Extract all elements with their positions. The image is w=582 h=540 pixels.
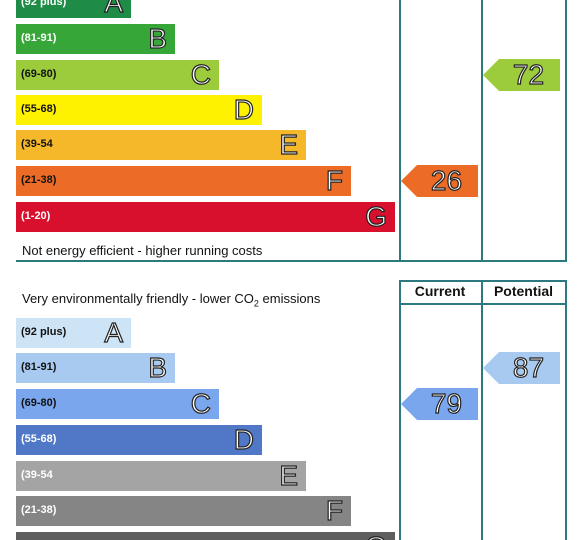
column-header-potential: Potential xyxy=(493,283,554,299)
column-header-current: Current xyxy=(414,283,466,299)
env-band-e: (39-54 E xyxy=(16,460,306,491)
env-band-letter: C xyxy=(190,388,211,419)
energy-band-d: (55-68) D xyxy=(16,94,262,125)
divider-right-top xyxy=(565,0,567,261)
energy-band-letter: E xyxy=(279,129,299,160)
divider-right-env xyxy=(565,280,567,540)
env-potential-value: 87 xyxy=(512,351,545,383)
energy-band-b: (81-91) B xyxy=(16,23,175,54)
energy-potential-arrow: 72 xyxy=(483,58,560,91)
env-top-caption-tail: emissions xyxy=(258,291,321,306)
energy-band-c: (69-80) C xyxy=(16,59,219,90)
env-top-caption: Very environmentally friendly - lower CO… xyxy=(22,291,320,309)
arrow-shape xyxy=(401,165,478,197)
env-band-c: (69-80) C xyxy=(16,388,219,419)
divider-potential-left-env xyxy=(481,280,483,540)
env-current-arrow: 79 xyxy=(401,387,478,420)
env-band-letter: F xyxy=(325,495,343,526)
energy-band-letter: C xyxy=(190,59,211,90)
energy-band-range-label: (21-38) xyxy=(21,174,57,186)
arrow-polygon xyxy=(401,388,478,420)
divider-current-left-env xyxy=(399,280,401,540)
energy-band-e: (39-54 E xyxy=(16,129,306,160)
energy-band-range-label: (39-54 xyxy=(21,138,53,150)
arrow-shape xyxy=(483,352,560,384)
env-band-range-label: (39-54 xyxy=(21,469,53,481)
energy-band-a: (92 plus) A xyxy=(16,0,131,18)
env-band-range-label: (21-38) xyxy=(21,504,57,516)
energy-band-letter: G xyxy=(365,201,388,232)
arrow-polygon xyxy=(401,165,478,197)
env-current-value: 79 xyxy=(430,387,463,419)
energy-band-range-label: (69-80) xyxy=(21,68,57,80)
energy-potential-value: 72 xyxy=(512,58,545,90)
co2-subscript: 2 xyxy=(253,298,259,309)
env-band-letter: A xyxy=(104,317,124,348)
energy-band-range-label: (55-68) xyxy=(21,103,57,115)
env-band-range-label: (92 plus) xyxy=(21,326,67,338)
divider-top-env-chart xyxy=(399,280,567,282)
env-band-letter: G xyxy=(365,531,388,540)
env-band-letter: E xyxy=(279,460,299,491)
env-band-range-label: (81-91) xyxy=(21,361,57,373)
energy-band-range-label: (1-20) xyxy=(21,210,51,222)
env-band-g: G xyxy=(16,531,395,540)
energy-band-letter: D xyxy=(233,94,254,125)
energy-bottom-caption: Not energy efficient - higher running co… xyxy=(22,243,263,258)
energy-band-f: (21-38) F xyxy=(16,165,351,196)
env-band-letter: B xyxy=(148,352,168,383)
arrow-polygon xyxy=(483,59,560,91)
energy-band-g: (1-20) G xyxy=(16,201,395,232)
divider-header-env-chart xyxy=(399,303,567,305)
energy-band-letter: A xyxy=(104,0,124,18)
divider-current-left-top xyxy=(399,0,401,261)
energy-band-letter: B xyxy=(148,23,168,54)
arrow-shape xyxy=(483,59,560,91)
divider-bottom-top-chart xyxy=(16,260,567,262)
env-band-a: (92 plus) A xyxy=(16,317,131,348)
env-band-f: (21-38) F xyxy=(16,495,351,526)
env-band-letter: D xyxy=(233,424,254,455)
energy-current-value: 26 xyxy=(430,164,463,196)
energy-band-range-label: (92 plus) xyxy=(21,0,67,8)
energy-band-letter: F xyxy=(325,165,343,196)
env-band-range-label: (69-80) xyxy=(21,397,57,409)
energy-current-arrow: 26 xyxy=(401,164,478,197)
env-band-range-label: (55-68) xyxy=(21,433,57,445)
energy-band-range-label: (81-91) xyxy=(21,32,57,44)
env-top-caption-text: Very environmentally friendly - lower CO xyxy=(22,291,254,306)
env-potential-arrow: 87 xyxy=(483,351,560,384)
env-band-b: (81-91) B xyxy=(16,352,175,383)
env-band-d: (55-68) D xyxy=(16,424,262,455)
arrow-polygon xyxy=(483,352,560,384)
arrow-shape xyxy=(401,388,478,420)
divider-potential-left-top xyxy=(481,0,483,261)
